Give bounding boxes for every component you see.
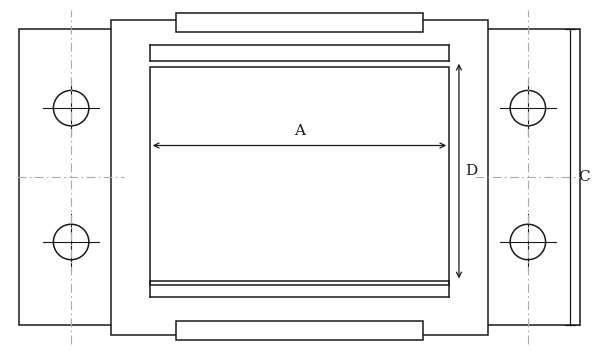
Bar — [177, 321, 422, 340]
Bar — [19, 29, 122, 325]
FancyBboxPatch shape — [110, 20, 489, 334]
Text: D: D — [465, 164, 477, 178]
Bar — [477, 29, 580, 325]
Text: A: A — [294, 124, 305, 138]
Text: C: C — [578, 170, 589, 184]
Bar — [150, 67, 449, 285]
Bar — [177, 13, 422, 32]
